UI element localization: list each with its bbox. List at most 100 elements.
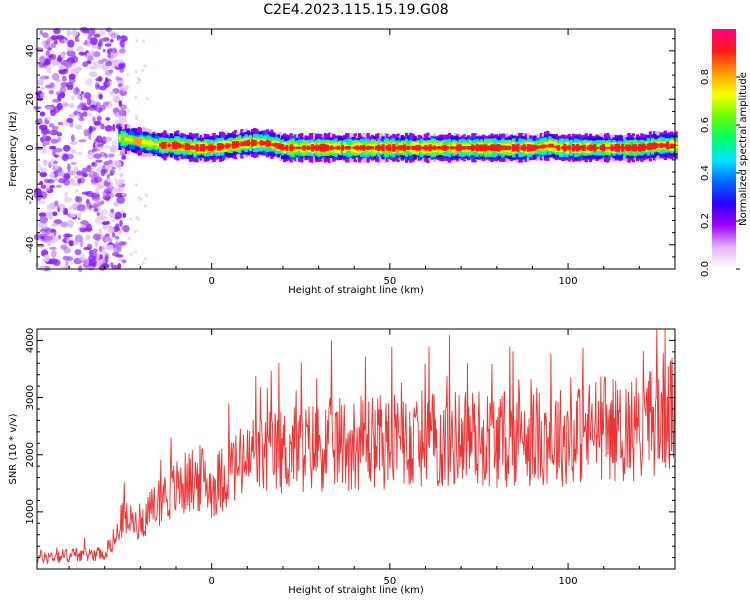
spectrogram-cells — [33, 26, 678, 273]
spectrogram-noise-cell — [76, 95, 82, 100]
spectrogram-ridge-cell — [141, 140, 146, 145]
spectrogram-noise-cell — [105, 27, 112, 33]
spectrogram-ridge-cell — [479, 144, 484, 152]
spectrogram-ridge-cell — [411, 145, 415, 150]
spectrogram-ridge-cell — [287, 147, 291, 149]
spectrogram-ridge-cell — [451, 146, 456, 149]
spectrogram-xtick-label: 50 — [383, 276, 396, 287]
spectrogram-ridge-cell — [454, 146, 458, 150]
spectrogram-noise-cell — [60, 221, 68, 228]
spectrogram-ridge-cell — [368, 146, 372, 150]
spectrogram-ridge-cell — [571, 144, 576, 152]
spectrogram-ridge-cell — [657, 144, 661, 147]
spectrogram-ridge-cell — [432, 145, 437, 151]
spectrogram-noise-cell — [100, 169, 106, 177]
spectrogram-ridge-cell — [603, 146, 608, 149]
spectrogram-noise-cell — [135, 117, 139, 121]
spectrogram-noise-cell — [109, 211, 116, 219]
spectrogram-noise-cell — [75, 124, 82, 130]
spectrogram-ridge-cell — [640, 144, 644, 151]
spectrogram-noise-cell — [36, 163, 42, 171]
spectrogram-ticks: 0 50 100 -40 -20 0 20 40 — [25, 29, 676, 287]
spectrogram-noise-cell — [103, 101, 110, 106]
spectrogram-ridge-cell — [475, 144, 479, 152]
spectrogram-noise-cell — [137, 77, 141, 81]
spectrogram-noise-cell — [51, 223, 59, 227]
spectrogram-noise-cell — [115, 238, 120, 243]
spectrogram-ridge-cell — [593, 144, 597, 152]
spectrogram-noise-cell — [118, 241, 127, 246]
spectrogram-noise-cell — [102, 80, 111, 88]
snr-ytick-label: 4000 — [25, 328, 36, 353]
spectrogram-ridge-cell — [563, 144, 567, 152]
spectrogram-ridge-cell — [623, 146, 627, 150]
spectrogram-noise-cell — [39, 30, 43, 35]
spectrogram-noise-cell — [40, 147, 48, 154]
spectrogram-noise-cell — [46, 203, 54, 211]
spectrogram-ridge-cell — [507, 145, 511, 150]
spectrogram-ridge-cell — [159, 143, 163, 147]
snr-ytick-label: 2000 — [25, 442, 36, 467]
spectrogram-noise-cell — [46, 179, 55, 184]
spectrogram-ridge-cell — [332, 146, 336, 149]
spectrogram-noise-cell — [108, 159, 113, 164]
spectrogram-ridge-cell — [372, 147, 377, 149]
spectrogram-noise-cell — [104, 78, 112, 82]
spectrogram-noise-cell — [57, 121, 64, 126]
spectrogram-noise-cell — [83, 246, 91, 251]
spectrogram-ridge-cell — [216, 143, 221, 151]
spectrogram-ridge-cell — [443, 144, 447, 152]
spectrogram-noise-cell — [112, 95, 121, 104]
spectrogram-ridge-cell — [345, 146, 349, 150]
spectrogram-ridge-cell — [424, 144, 428, 151]
spectrogram-noise-cell — [96, 101, 101, 107]
spectrogram-noise-cell — [93, 120, 102, 126]
spectrogram-noise-cell — [80, 220, 89, 225]
spectrogram-noise-cell — [62, 144, 71, 152]
spectrogram-noise-cell — [104, 43, 112, 47]
spectrogram-ridge-cell — [308, 146, 313, 150]
spectrogram-xtick-label: 100 — [559, 276, 578, 287]
spectrogram-ridge-cell — [578, 145, 582, 150]
spectrogram-noise-cell — [50, 249, 57, 258]
spectrogram-noise-cell — [70, 134, 75, 142]
snr-series-line — [36, 328, 676, 565]
spectrogram-ridge-cell — [531, 144, 535, 151]
spectrogram-ridge-cell — [396, 146, 400, 149]
spectrogram-noise-cell — [110, 160, 120, 167]
spectrogram-noise-cell — [105, 136, 112, 142]
spectrogram-ridge-cell — [362, 144, 366, 151]
spectrogram-noise-cell — [72, 87, 81, 96]
spectrogram-ridge-cell — [558, 147, 563, 149]
spectrogram-noise-cell — [55, 184, 62, 188]
spectrogram-noise-cell — [98, 254, 103, 260]
spectrogram-ridge-cell — [171, 141, 176, 149]
spectrogram-ridge-cell — [259, 140, 263, 146]
spectrogram-noise-cell — [54, 165, 60, 170]
colorbar-tick-label: 0.0 — [700, 261, 711, 277]
spectrogram-noise-cell — [63, 247, 71, 254]
spectrogram-noise-cell — [77, 212, 82, 218]
spectrogram-noise-cell — [112, 59, 121, 67]
spectrogram-noise-cell — [39, 215, 49, 224]
spectrogram-noise-cell — [40, 235, 45, 240]
spectrogram-ridge-cell — [528, 144, 533, 152]
spectrogram-noise-cell — [119, 104, 128, 110]
spectrogram-ridge-cell — [462, 145, 467, 150]
spectrogram-noise-cell — [56, 56, 63, 63]
spectrogram-noise-cell — [111, 265, 121, 270]
spectrogram-ridge-cell — [402, 144, 407, 152]
spectrogram-ridge-cell — [394, 146, 398, 150]
spectrogram-noise-cell — [134, 183, 138, 187]
spectrogram-noise-cell — [76, 170, 84, 176]
spectrogram-noise-cell — [91, 104, 96, 109]
spectrogram-ridge-cell — [398, 145, 402, 151]
spectrogram-noise-cell — [93, 153, 102, 159]
spectrogram-ridge-cell — [550, 143, 554, 148]
spectrogram-ridge-cell — [460, 146, 464, 150]
spectrogram-noise-cell — [71, 202, 78, 209]
spectrogram-ridge-cell — [173, 141, 178, 150]
spectrogram-noise-cell — [39, 111, 46, 117]
spectrogram-ridge-cell — [407, 145, 411, 151]
spectrogram-ridge-cell — [184, 142, 189, 151]
